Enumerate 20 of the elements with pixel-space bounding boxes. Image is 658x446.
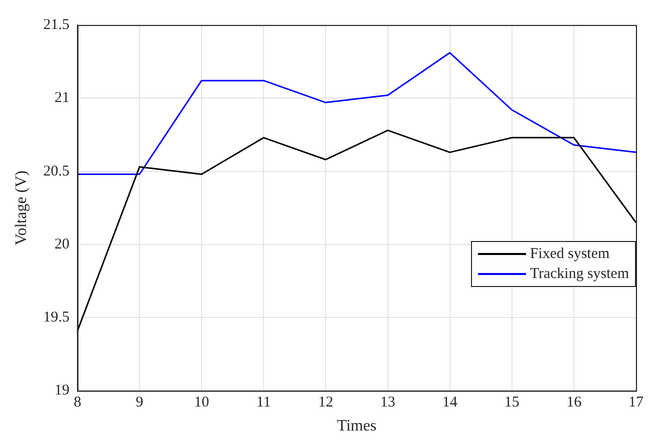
y-tick-label: 21 (54, 90, 70, 106)
x-tick-label: 12 (318, 394, 334, 411)
x-tick-label: 8 (74, 394, 82, 411)
y-tick-label: 20.5 (43, 163, 70, 180)
legend-label: Tracking system (530, 264, 629, 284)
y-tick-label: 19.5 (43, 310, 70, 326)
x-tick-label: 13 (380, 394, 396, 411)
x-tick-label: 11 (256, 394, 271, 411)
x-tick-label: 17 (628, 394, 644, 411)
x-tick-label: 10 (194, 394, 210, 411)
y-tick-label: 21.5 (43, 16, 70, 33)
y-tick-label: 20 (54, 236, 70, 252)
x-tick-label: 15 (504, 394, 520, 411)
y-tick-label: 19 (54, 382, 70, 399)
x-tick-label: 16 (566, 394, 582, 411)
x-tick-label: 14 (442, 394, 458, 411)
x-tick-label: 9 (136, 394, 144, 411)
legend-label: Fixed system (530, 244, 610, 264)
x-axis-title: Times (337, 418, 376, 435)
y-axis-title: Voltage (V) (12, 170, 30, 246)
